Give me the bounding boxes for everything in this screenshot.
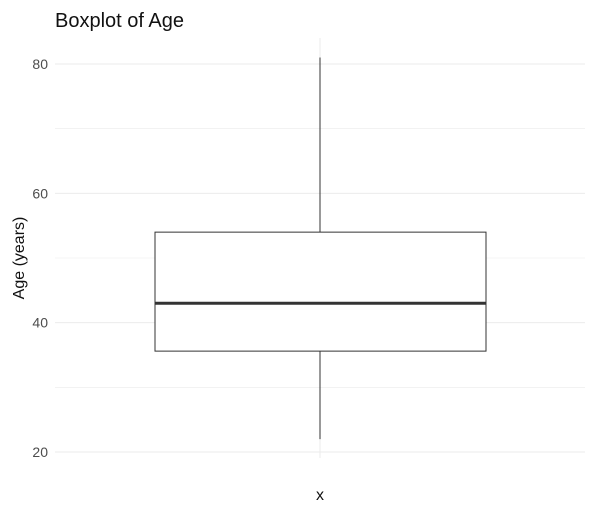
y-tick-label: 60 (32, 185, 48, 201)
y-ticks: 20 40 60 80 (32, 56, 48, 460)
boxplot (154, 57, 487, 440)
y-axis-label: Age (years) (11, 217, 28, 300)
iqr-box (154, 231, 487, 352)
y-tick-label: 80 (32, 56, 48, 72)
x-axis-label: x (316, 487, 324, 504)
y-tick-label: 40 (32, 315, 48, 331)
y-tick-label: 20 (32, 444, 48, 460)
chart-title: Boxplot of Age (55, 10, 184, 32)
